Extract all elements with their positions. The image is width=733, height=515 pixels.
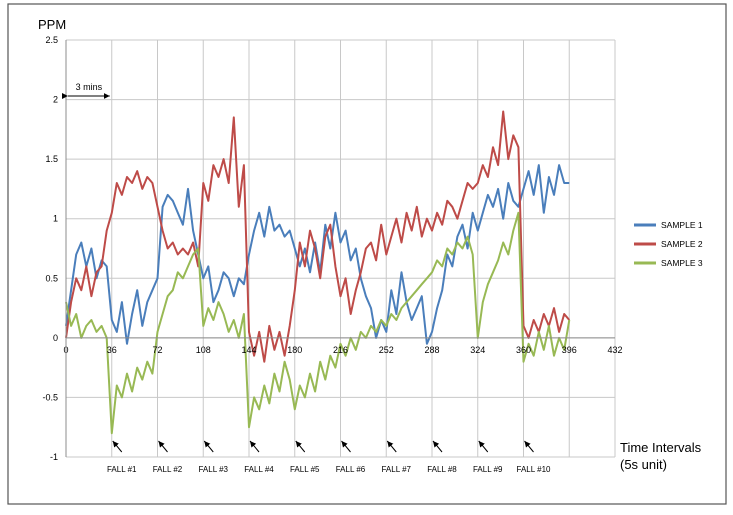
- chart-border: [7, 3, 727, 505]
- fall-arrow: [386, 440, 397, 453]
- x-tick-label: 108: [196, 345, 211, 355]
- x-tick-label: 252: [379, 345, 394, 355]
- x-axis-label-line-2: (5s unit): [620, 457, 667, 472]
- fall-label: FALL #3: [198, 465, 228, 474]
- y-tick-label: 2: [53, 95, 58, 105]
- y-tick-label: 0.5: [45, 273, 58, 283]
- x-tick-label: 360: [516, 345, 531, 355]
- x-tick-label: 432: [607, 345, 622, 355]
- x-tick-label: 216: [333, 345, 348, 355]
- x-tick-label: 180: [287, 345, 302, 355]
- series-layer: [65, 110, 571, 435]
- fall-label: FALL #7: [381, 465, 411, 474]
- fall-label: FALL #5: [290, 465, 320, 474]
- y-tick-label: 1: [53, 214, 58, 224]
- fall-arrow: [249, 440, 260, 453]
- y-axis-label: PPM: [38, 17, 66, 32]
- fall-label: FALL #8: [427, 465, 457, 474]
- x-tick-label: 324: [470, 345, 485, 355]
- legend-label: SAMPLE 1: [661, 220, 703, 230]
- fall-arrow: [158, 440, 168, 453]
- annotation-layer: 3 mins FALL #1 FALL #2 FALL #3 FALL #4 FALL #…: [62, 82, 552, 474]
- y-tick-label: 1.5: [45, 154, 58, 164]
- y-tick-label: -0.5: [42, 392, 58, 402]
- x-tick-label: 396: [562, 345, 577, 355]
- x-tick-label: 36: [107, 345, 117, 355]
- x-tick-label: 288: [424, 345, 439, 355]
- fall-arrow: [432, 440, 443, 453]
- fall-label: FALL #6: [336, 465, 366, 474]
- y-tick-label: -1: [50, 452, 58, 462]
- fall-arrow: [203, 440, 214, 453]
- fall-label: FALL #1: [107, 465, 137, 474]
- x-tick-label: 72: [152, 345, 162, 355]
- legend-layer: SAMPLE 1 SAMPLE 2 SAMPLE 3: [634, 220, 703, 268]
- fall-arrow: [112, 440, 123, 453]
- fall-label: FALL #9: [473, 465, 503, 474]
- legend-label: SAMPLE 3: [661, 258, 703, 268]
- x-axis-label-line-1: Time Intervals: [620, 440, 702, 455]
- x-tick-label: 144: [241, 345, 256, 355]
- legend-label: SAMPLE 2: [661, 239, 703, 249]
- fall-arrow: [478, 440, 489, 453]
- fall-label: FALL #4: [244, 465, 274, 474]
- axis-layer: 2.521.510.50-0.5-10367210814418021625228…: [42, 35, 622, 462]
- fall-arrow: [341, 440, 351, 453]
- series-line-2: [65, 110, 571, 363]
- y-tick-label: 2.5: [45, 35, 58, 45]
- fall-label: FALL #10: [517, 465, 552, 474]
- series-line-1: [65, 164, 570, 345]
- y-tick-label: 0: [53, 333, 58, 343]
- fall-arrow: [295, 440, 306, 453]
- series-line-3: [65, 211, 571, 435]
- fall-arrow: [524, 440, 534, 453]
- fall-label: FALL #2: [153, 465, 183, 474]
- span-label: 3 mins: [76, 82, 103, 92]
